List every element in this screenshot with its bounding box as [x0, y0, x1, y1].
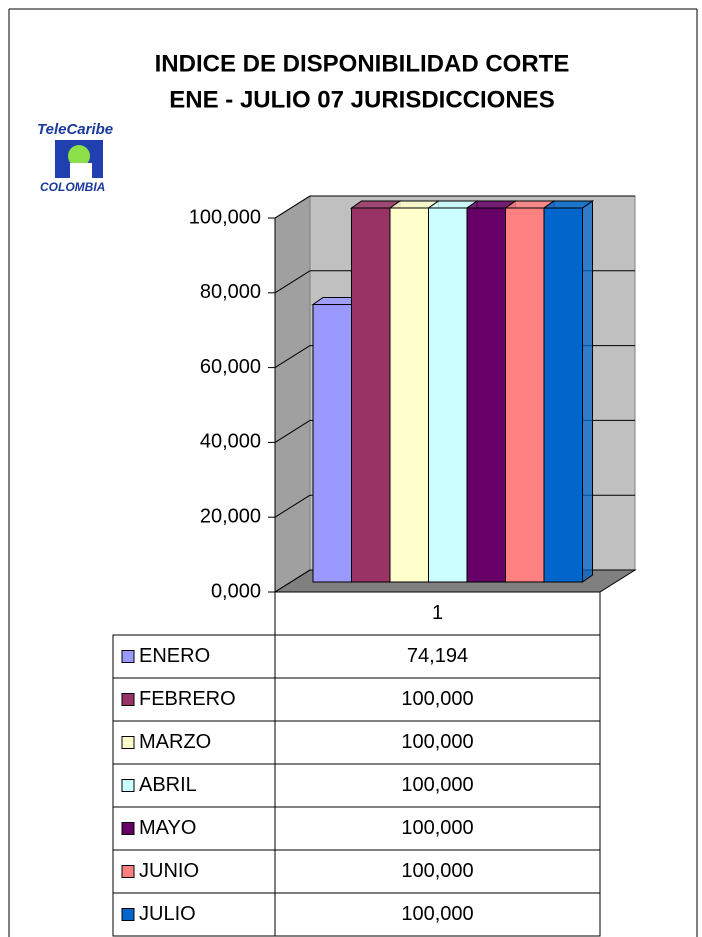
grid-line [274, 345, 311, 369]
bar [543, 207, 583, 583]
grid-line [274, 569, 311, 593]
data-label: 100,000 [401, 860, 473, 882]
chart-title: ENE - JULIO 07 JURISDICCIONES [169, 86, 554, 113]
logo-icon [70, 163, 92, 178]
legend-swatch [121, 908, 135, 921]
legend-label: JUNIO [139, 860, 199, 882]
y-tick-label: 40,000 [200, 431, 261, 453]
y-tick-label: 100,000 [189, 206, 261, 228]
bar [351, 207, 391, 583]
legend-label: ABRIL [139, 774, 197, 796]
grid-line [274, 419, 311, 443]
grid-line [274, 270, 311, 294]
legend-label: FEBRERO [139, 688, 236, 710]
x-tick-label: 1 [432, 602, 443, 624]
legend-swatch [121, 865, 135, 878]
bar [505, 207, 545, 583]
data-label: 100,000 [401, 903, 473, 925]
chart-title: INDICE DE DISPONIBILIDAD CORTE [155, 50, 570, 77]
data-label: 74,194 [407, 645, 468, 667]
data-label: 100,000 [401, 774, 473, 796]
legend-label: ENERO [139, 645, 210, 667]
grid-line [274, 195, 311, 219]
bar [428, 207, 468, 583]
table-cell [274, 892, 601, 937]
data-label: 100,000 [401, 817, 473, 839]
data-label: 100,000 [401, 731, 473, 753]
bar [466, 207, 506, 583]
legend-swatch [121, 779, 135, 792]
y-tick-label: 60,000 [200, 356, 261, 378]
legend-label: JULIO [139, 903, 196, 925]
legend-label: MAYO [139, 817, 196, 839]
y-tick-label: 20,000 [200, 505, 261, 527]
data-label: 100,000 [401, 688, 473, 710]
grid-line [274, 494, 311, 518]
legend-swatch [121, 693, 135, 706]
y-tick-label: 80,000 [200, 281, 261, 303]
logo: TeleCaribe COLOMBIA [37, 121, 113, 194]
legend-swatch [121, 650, 135, 663]
legend-swatch [121, 822, 135, 835]
logo-icon [68, 145, 90, 167]
legend-swatch [121, 736, 135, 749]
bar-side [582, 200, 593, 583]
bar [312, 304, 352, 583]
logo-text: TeleCaribe [37, 121, 113, 138]
side-wall [274, 195, 311, 593]
bar [389, 207, 429, 583]
y-tick-label: 0,000 [211, 580, 261, 602]
logo-text: COLOMBIA [40, 180, 105, 194]
legend-label: MARZO [139, 731, 211, 753]
